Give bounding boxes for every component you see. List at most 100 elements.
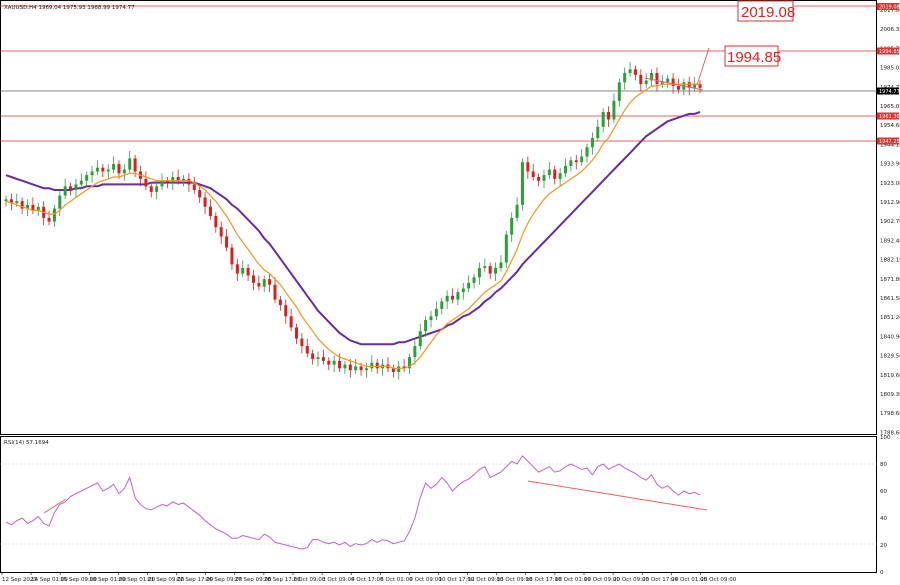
price-tick-label: 1788.60	[880, 430, 900, 436]
candle	[251, 269, 255, 291]
candle-body	[612, 100, 616, 120]
candle	[564, 158, 568, 178]
time-tick-label: 12 Oct 09:00	[468, 577, 504, 583]
candle-body	[687, 82, 691, 88]
candle-body	[515, 204, 519, 218]
price-tag-current: 1974.77	[879, 89, 900, 95]
rsi-tick-label: 80	[880, 462, 887, 468]
candle	[467, 275, 471, 293]
candle-body	[144, 178, 148, 187]
candle	[278, 295, 282, 311]
candle-body	[332, 360, 336, 365]
rsi-tick-label: 20	[880, 543, 887, 549]
time-tick-label: 9 Oct 09:00	[409, 577, 442, 583]
candle	[327, 357, 331, 371]
candle-body	[182, 178, 186, 181]
candle	[698, 80, 702, 94]
candle-body	[520, 162, 524, 205]
candle	[445, 290, 449, 309]
candle-body	[558, 173, 562, 179]
candle	[504, 230, 508, 269]
candle-body	[225, 236, 229, 248]
candle-body	[90, 171, 94, 176]
candle-body	[251, 275, 255, 283]
candle	[198, 186, 202, 204]
candle-body	[354, 366, 358, 371]
candle	[273, 277, 277, 304]
time-tick-label: 23 Oct 17:00	[642, 577, 678, 583]
price-tick-label: 1882.10	[880, 258, 900, 264]
candle	[155, 180, 159, 200]
candle-body	[418, 331, 422, 347]
price-tick-label: 1944.10	[880, 142, 900, 148]
candle-body	[623, 73, 627, 83]
candle-body	[628, 69, 632, 74]
candle	[36, 203, 40, 217]
candle	[370, 355, 374, 373]
price-tick-label: 1902.70	[880, 219, 900, 225]
candle-body	[321, 357, 325, 361]
price-tick-label: 1809.30	[880, 392, 900, 398]
candle-body	[192, 184, 196, 191]
candle-body	[660, 82, 664, 85]
rsi-panel-frame	[0, 436, 877, 573]
candle	[617, 78, 621, 107]
candle	[607, 106, 611, 127]
candle	[397, 360, 401, 380]
rsi-tick-label: 0	[880, 570, 884, 576]
candle-body	[246, 268, 250, 276]
level-label-1994: 1994.85	[727, 49, 781, 66]
candle-body	[585, 147, 589, 157]
candle	[644, 73, 648, 88]
candle	[520, 158, 524, 211]
slow-moving-average	[5, 111, 701, 346]
candle-body	[542, 175, 546, 181]
price-tick-label: 1819.60	[880, 373, 900, 379]
candle	[364, 362, 368, 378]
candle-body	[494, 268, 498, 274]
candle-body	[79, 180, 83, 185]
candle-body	[327, 360, 331, 365]
candle	[203, 191, 207, 215]
candle	[321, 349, 325, 365]
candle-body	[316, 357, 320, 360]
candle	[542, 169, 546, 189]
candle-body	[590, 138, 594, 148]
time-tick-label: 19 Oct 09:00	[584, 577, 620, 583]
candle-body	[429, 316, 433, 321]
candle	[225, 229, 229, 252]
candle	[47, 210, 51, 226]
candle	[20, 197, 24, 215]
candle-body	[95, 167, 99, 172]
candle-body	[407, 357, 411, 369]
candle	[316, 351, 320, 367]
candle	[494, 262, 498, 282]
candle	[413, 340, 417, 365]
candle-body	[219, 227, 223, 237]
candle-body	[413, 346, 417, 358]
time-tick-label: 14 Sep 01:00	[31, 577, 68, 583]
rsi-tick-label: 100	[880, 435, 891, 441]
candle-body	[580, 156, 584, 163]
candle	[407, 353, 411, 374]
time-tick-label: 3 Oct 09:00	[322, 577, 355, 583]
price-tick-label: 1912.90	[880, 200, 900, 206]
candle-body	[235, 264, 239, 274]
candle	[633, 65, 637, 81]
price-tag-1961: 1961.30	[879, 114, 900, 120]
candle-body	[187, 178, 191, 185]
candle-body	[300, 338, 304, 347]
time-tick-label: 18 Sep 01:00	[89, 577, 126, 583]
price-tick-label: 1954.60	[880, 123, 900, 129]
price-tick-label: 1892.40	[880, 238, 900, 244]
candle-body	[133, 158, 137, 172]
candle-body	[477, 268, 481, 278]
time-tick-label: 18 Oct 01:00	[555, 577, 591, 583]
candle	[85, 171, 89, 187]
time-tick-label: 4 Oct 17:00	[351, 577, 384, 583]
candle-body	[564, 165, 568, 174]
candle	[26, 199, 30, 217]
candle	[149, 182, 153, 198]
candle	[128, 151, 132, 174]
